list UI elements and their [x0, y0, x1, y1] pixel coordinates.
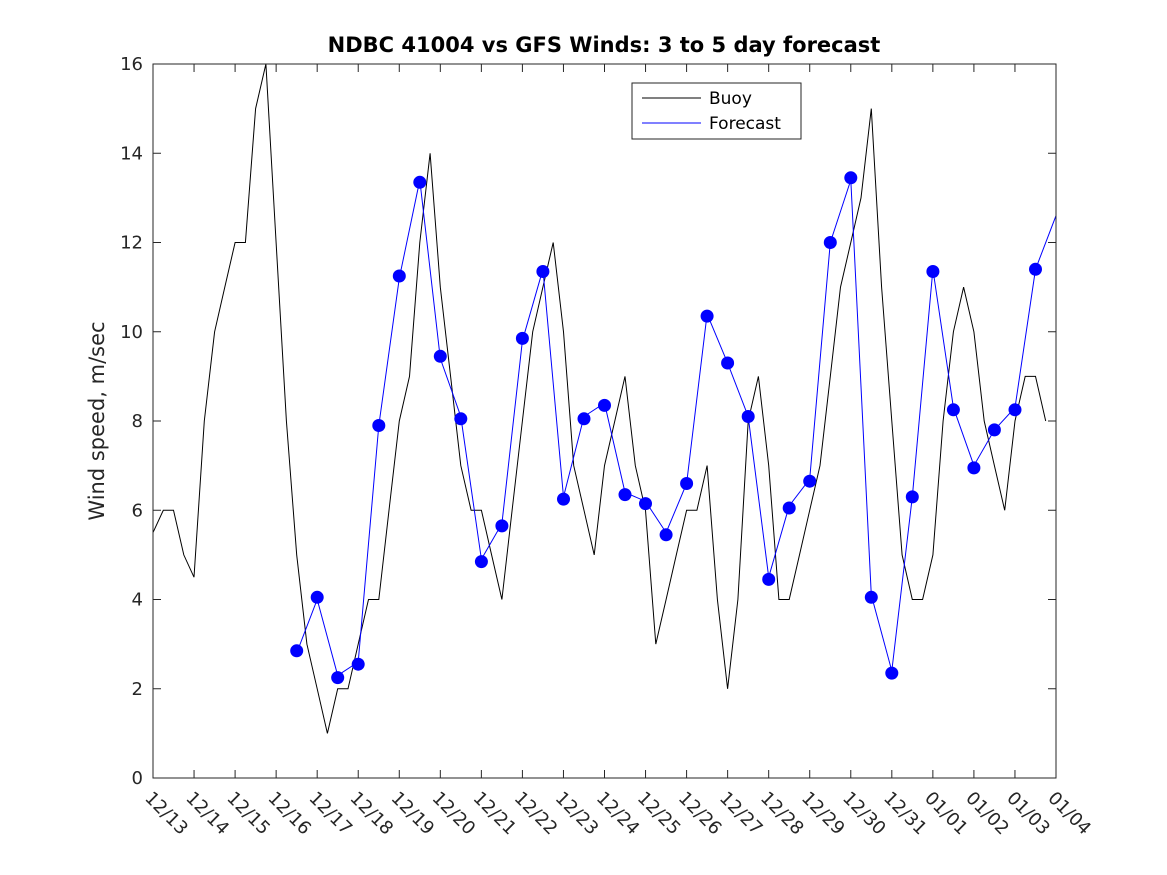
x-tick-label: 12/15: [223, 788, 275, 840]
legend-label: Forecast: [709, 114, 781, 134]
chart-title: NDBC 41004 vs GFS Winds: 3 to 5 day fore…: [328, 33, 881, 57]
y-tick-label: 10: [120, 322, 143, 343]
y-tick-label: 14: [120, 143, 143, 164]
forecast-point: [659, 528, 673, 542]
x-tick-label: 12/29: [797, 788, 849, 840]
y-tick-label: 8: [132, 411, 143, 432]
forecast-point: [967, 461, 981, 475]
y-tick-label: 16: [120, 54, 143, 75]
forecast-point: [331, 671, 345, 685]
y-tick-label: 4: [132, 590, 143, 611]
forecast-point: [598, 398, 611, 412]
series-group: [153, 64, 1056, 734]
legend-label: Buoy: [709, 89, 752, 109]
forecast-point: [536, 265, 550, 278]
forecast-point: [351, 657, 365, 671]
x-tick-label: 12/24: [592, 788, 644, 840]
forecast-point: [741, 410, 755, 423]
x-tick-label: 01/02: [961, 788, 1013, 840]
forecast-point: [495, 519, 509, 533]
y-tick-label: 2: [132, 679, 143, 700]
forecast-point: [577, 412, 591, 426]
forecast-point: [290, 644, 304, 658]
axes: 024681012141612/1312/1412/1512/1612/1712…: [120, 54, 1095, 839]
y-axis-label: Wind speed, m/sec: [85, 321, 109, 520]
x-tick-label: 12/14: [181, 788, 233, 840]
x-tick-label: 01/03: [1002, 788, 1054, 840]
x-tick-label: 12/26: [674, 788, 726, 840]
forecast-point: [680, 477, 694, 490]
forecast-line: [296, 179, 1056, 677]
forecast-point: [885, 666, 899, 680]
forecast-point: [474, 555, 488, 569]
forecast-point: [639, 497, 652, 511]
forecast-point: [454, 412, 468, 426]
forecast-point: [782, 501, 796, 515]
x-tick-label: 12/19: [387, 788, 439, 840]
forecast-point: [618, 488, 632, 502]
x-tick-label: 12/27: [715, 788, 767, 840]
axes-box: [152, 63, 1057, 779]
x-tick-label: 12/20: [428, 788, 480, 840]
forecast-point: [1008, 403, 1022, 417]
forecast-point: [700, 309, 714, 323]
x-tick-label: 01/04: [1043, 788, 1095, 840]
y-tick-label: 0: [132, 768, 143, 789]
forecast-point: [803, 474, 817, 488]
legend: Buoy Forecast: [631, 82, 802, 140]
x-tick-label: 12/23: [551, 788, 603, 840]
forecast-point: [926, 265, 940, 278]
x-tick-label: 12/13: [140, 788, 192, 840]
x-tick-label: 12/21: [469, 788, 521, 840]
forecast-point: [433, 349, 447, 363]
forecast-point: [844, 171, 858, 185]
x-tick-label: 01/01: [920, 788, 972, 840]
x-tick-label: 12/18: [346, 788, 398, 840]
y-tick-label: 12: [120, 233, 143, 254]
x-tick-label: 12/28: [756, 788, 808, 840]
forecast-point: [372, 419, 386, 432]
x-tick-label: 12/25: [633, 788, 685, 840]
x-tick-label: 12/16: [264, 788, 316, 840]
forecast-point: [946, 403, 960, 417]
x-tick-label: 12/22: [510, 788, 562, 840]
forecast-point: [721, 356, 735, 370]
forecast-point: [864, 590, 878, 604]
legend-box: [631, 82, 802, 140]
forecast-point: [310, 590, 324, 604]
forecast-point: [987, 423, 1001, 437]
plot-area: [153, 64, 1056, 734]
forecast-point: [557, 492, 570, 506]
forecast-point: [823, 236, 837, 249]
forecast-point: [515, 331, 529, 345]
forecast-point: [413, 175, 427, 189]
x-tick-label: 12/30: [838, 788, 890, 840]
forecast-point: [762, 572, 776, 586]
x-tick-label: 12/31: [879, 788, 931, 840]
forecast-point: [905, 490, 919, 504]
forecast-point: [1029, 262, 1042, 276]
forecast-point: [392, 269, 406, 283]
y-tick-label: 6: [132, 500, 143, 521]
buoy-line: [153, 64, 1047, 734]
x-tick-label: 12/17: [305, 788, 357, 840]
